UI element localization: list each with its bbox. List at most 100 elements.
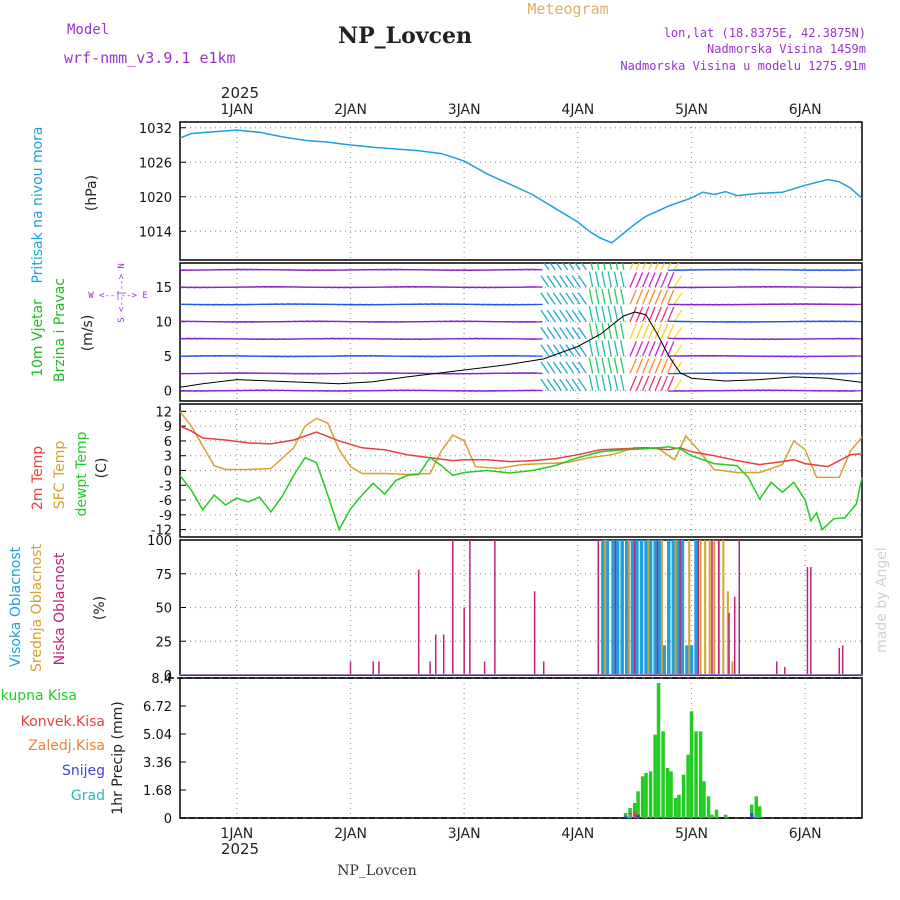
wind-arrow <box>667 272 675 288</box>
wind-arrow <box>565 309 575 323</box>
panels: 1014102010261032051015-12-9-6-3036912025… <box>139 121 863 827</box>
wind-arrow <box>629 263 634 271</box>
temp2m-label: 2m Temp <box>30 446 46 510</box>
wind-arrow <box>595 305 600 322</box>
wind-arrow <box>601 323 606 340</box>
wind-compass-vertical: S <--|--> N <box>117 263 127 323</box>
wind-arrow <box>588 288 594 305</box>
low-cloud-bar <box>711 540 713 675</box>
wind-arrow <box>635 263 640 271</box>
high-cloud-bar <box>620 540 624 675</box>
wind-arrow <box>667 263 672 271</box>
wind-arrow <box>849 390 862 392</box>
wind-arrow <box>648 263 653 271</box>
wind-arrow <box>654 272 662 288</box>
wind-arrow <box>577 378 587 392</box>
wind-arrow <box>654 306 662 322</box>
wind-arrow <box>613 288 619 305</box>
wind-arrow <box>613 271 619 288</box>
wind-arrow <box>577 326 587 340</box>
wind-arrow <box>635 289 644 305</box>
total-rain-bar <box>694 731 698 818</box>
wind-arrow <box>546 275 556 288</box>
wind-arrow <box>648 341 656 357</box>
total-rain-bar <box>673 798 678 818</box>
y-tick-label: 1.68 <box>143 784 172 799</box>
y-tick-label: 50 <box>155 602 172 617</box>
wind-arrow <box>635 358 644 374</box>
x-tick-label: 4JAN <box>561 826 594 842</box>
wind-arrow <box>613 340 619 357</box>
x-tick-label: 3JAN <box>448 102 481 118</box>
total-rain-bar <box>689 711 694 818</box>
sfc-temp-label: SFC Temp <box>52 441 68 510</box>
wind-arrows <box>180 263 862 392</box>
low-cloud-bar <box>533 591 536 675</box>
wind-arrow <box>660 289 669 305</box>
wind-arrow <box>588 357 594 374</box>
wind-arrow <box>629 323 637 340</box>
total-rain-bar <box>757 806 762 818</box>
y-tick-label: -9 <box>159 509 172 524</box>
x-tick-label: 4JAN <box>561 102 594 118</box>
mid-cloud-bar <box>731 661 734 675</box>
total-rain-bar <box>686 754 690 818</box>
wind-arrow <box>568 263 575 271</box>
hail-bar <box>628 814 632 818</box>
wind-arrow <box>642 341 650 357</box>
total-rain-bar <box>653 734 657 818</box>
x-tick-label: 2JAN <box>334 102 367 118</box>
wind-arrow <box>620 340 625 357</box>
x-tick-label: 6JAN <box>789 826 822 842</box>
wind-arrow <box>648 289 656 305</box>
wind-arrow <box>565 275 575 288</box>
model-label: Model <box>67 22 109 38</box>
wind-arrow <box>654 289 662 305</box>
total-rain-bar <box>677 794 681 818</box>
low-cloud-bar <box>718 540 720 675</box>
low-cloud-bar <box>435 634 437 675</box>
panel-precip: 0 1.68 3.36 5.04 6.72 8.4 <box>143 672 863 827</box>
total-rain-label: Ukupna Kisa <box>0 688 77 704</box>
wind-arrow <box>571 361 581 374</box>
high-cloud-bar <box>694 540 698 675</box>
mid-cloud-bar <box>674 540 677 675</box>
high-cloud-bar <box>657 540 662 675</box>
wind-arrow <box>574 263 581 271</box>
wind-arrow <box>559 361 569 374</box>
high-cloud-label: Visoka Oblacnost <box>8 546 24 667</box>
total-rain-bar <box>665 768 670 818</box>
wind-arrow <box>603 263 606 271</box>
pressure-line <box>179 129 863 244</box>
model-elevation-label: Nadmorska Visina u modelu 1275.91m <box>620 59 866 73</box>
x-tick-label: 6JAN <box>789 102 822 118</box>
wind-arrow <box>552 292 562 305</box>
wind-speed-line <box>179 311 863 388</box>
wind-arrow <box>577 361 587 374</box>
wind-arrow <box>552 326 562 340</box>
wind-arrow <box>601 271 606 288</box>
wind-arrow <box>609 263 613 271</box>
wind-arrow <box>540 309 550 323</box>
mid-cloud-bar <box>722 540 725 675</box>
y-tick-label: 3 <box>164 450 172 465</box>
wind-arrow <box>546 309 556 323</box>
wind-arrow <box>577 344 587 357</box>
wind-arrow <box>613 323 619 340</box>
wind-arrow <box>607 340 613 357</box>
wind-arrow <box>635 341 644 357</box>
wind-arrow <box>546 378 556 392</box>
wind-arrow <box>549 263 556 271</box>
high-cloud-bar <box>685 645 689 675</box>
mid-cloud-bar <box>688 540 691 675</box>
high-cloud-bar <box>653 540 657 675</box>
y-tick-label: 0 <box>164 385 172 400</box>
low-cloud-bar <box>417 569 420 675</box>
wind-arrow <box>530 268 543 271</box>
wind-compass: W <--|--> E <box>88 291 148 301</box>
snow-bar <box>623 816 628 818</box>
bottom-x-axis: 1JAN 2JAN 3JAN 4JAN 5JAN 6JAN <box>220 826 821 842</box>
low-cloud-label: Niska Oblacnost <box>52 552 68 665</box>
wind-arrow <box>562 263 569 271</box>
